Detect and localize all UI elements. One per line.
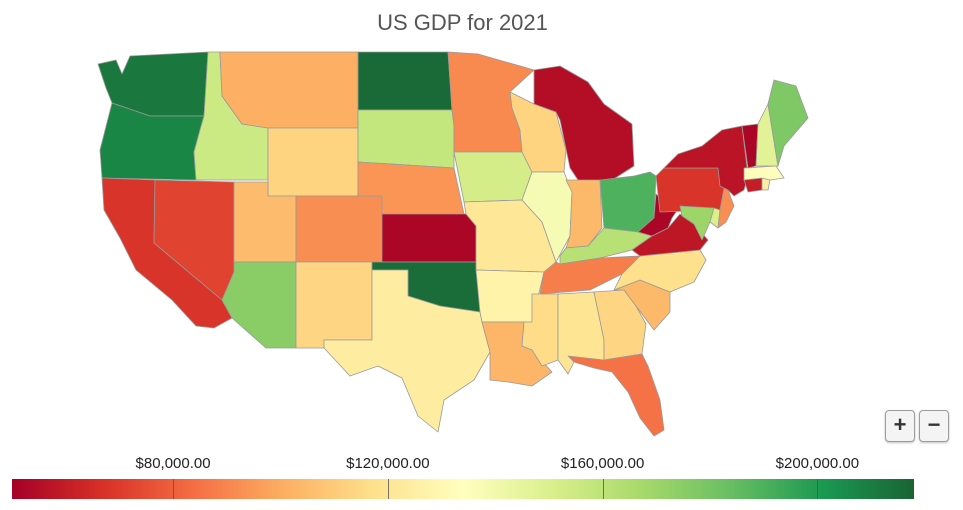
state-co[interactable] [295, 195, 383, 263]
state-az[interactable] [221, 261, 297, 349]
state-tx[interactable] [323, 269, 491, 433]
state-mt[interactable] [219, 51, 359, 129]
state-me[interactable] [767, 79, 809, 167]
zoom-out-button[interactable]: − [919, 410, 949, 442]
legend-label-160k: $160,000.00 [560, 455, 645, 472]
legend-label-80k: $80,000.00 [135, 455, 211, 472]
state-pa[interactable] [655, 167, 727, 213]
legend-tick [602, 479, 604, 499]
state-wy[interactable] [267, 127, 359, 197]
legend-label-120k: $120,000.00 [346, 455, 430, 472]
state-ia[interactable] [453, 151, 533, 203]
legend-gradient-bar [12, 479, 914, 499]
state-fl[interactable] [567, 353, 665, 437]
legend-tick [387, 479, 389, 499]
color-legend: $80,000.00 $120,000.00 $160,000.00 $200,… [12, 455, 914, 501]
legend-label-200k: $200,000.00 [775, 455, 860, 472]
state-ks[interactable] [381, 213, 477, 263]
map-area[interactable] [0, 0, 963, 450]
legend-tick [173, 479, 175, 499]
state-nm[interactable] [295, 261, 373, 349]
map-title: US GDP for 2021 [377, 10, 548, 35]
zoom-in-button[interactable]: + [885, 410, 915, 442]
state-nd[interactable] [357, 51, 453, 111]
legend-tick [817, 479, 819, 499]
us-map[interactable] [0, 0, 963, 450]
state-oh[interactable] [599, 171, 657, 233]
state-ma[interactable] [743, 165, 785, 181]
state-il[interactable] [521, 171, 573, 263]
state-sd[interactable] [357, 109, 455, 169]
